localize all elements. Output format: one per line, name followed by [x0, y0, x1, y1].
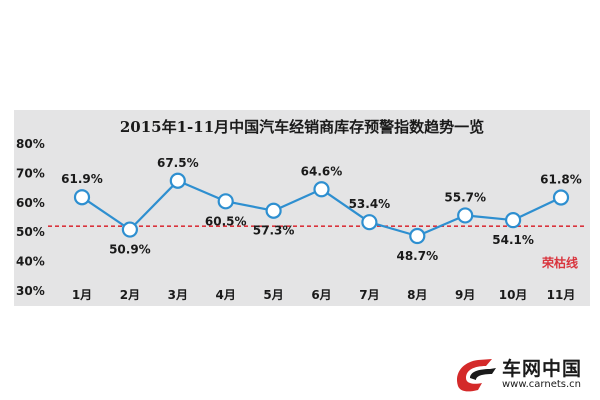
data-label: 55.7% [444, 190, 486, 204]
chart-panel [14, 110, 590, 306]
watermark-name: 车网中国 [502, 358, 583, 380]
data-point [361, 214, 378, 231]
data-label: 61.8% [540, 173, 582, 187]
x-tick-label: 8月 [407, 288, 427, 302]
data-point [457, 207, 474, 224]
y-tick-label: 30% [16, 284, 45, 298]
y-tick-label: 40% [16, 255, 45, 269]
x-tick-label: 11月 [547, 288, 576, 302]
data-label: 61.9% [61, 172, 103, 186]
y-tick-label: 70% [16, 166, 45, 180]
x-tick-label: 5月 [263, 288, 283, 302]
data-label: 60.5% [205, 214, 247, 228]
x-tick-label: 6月 [311, 288, 331, 302]
data-label: 53.4% [349, 197, 391, 211]
car-logo-icon [456, 359, 496, 392]
chart-title: 2015年1-11月中国汽车经销商库存预警指数趋势一览 [120, 118, 484, 136]
data-label: 50.9% [109, 243, 151, 257]
x-axis-ticks: 1月 2月 3月 4月 5月 6月 7月 8月 9月 10月 11月 [72, 288, 576, 302]
data-point [73, 189, 91, 206]
data-label: 57.3% [253, 224, 295, 238]
watermark-url: www.carnets.cn [502, 379, 581, 390]
x-tick-label: 10月 [499, 288, 528, 302]
data-point [169, 172, 186, 189]
y-tick-label: 60% [16, 196, 45, 210]
data-point [552, 189, 570, 206]
data-label: 67.5% [157, 156, 199, 170]
data-label: 48.7% [396, 249, 438, 263]
x-tick-label: 2月 [120, 288, 140, 302]
data-label: 64.6% [301, 164, 343, 178]
x-tick-label: 3月 [168, 288, 188, 302]
data-labels: 61.9% 50.9% 67.5% 60.5% 57.3% 64.6% 53.4% 48.7%… [61, 156, 582, 263]
series-layer [73, 172, 570, 245]
data-point [265, 202, 282, 219]
data-point [409, 227, 426, 245]
data-point [313, 181, 330, 198]
x-tick-label: 4月 [216, 288, 236, 302]
x-tick-label: 7月 [359, 288, 379, 302]
x-tick-label: 1月 [72, 288, 92, 302]
reference-line-label: 荣枯线 [541, 255, 578, 270]
y-tick-label: 80% [16, 137, 45, 151]
data-point [121, 221, 138, 238]
watermark-logo: 车网中国 www.carnets.cn [452, 354, 598, 396]
reference-layer: 荣枯线 [48, 225, 586, 270]
y-tick-label: 50% [16, 225, 45, 239]
data-label: 54.1% [492, 233, 534, 247]
data-point [217, 193, 234, 210]
x-tick-label: 9月 [455, 288, 475, 302]
data-point [504, 212, 522, 229]
y-axis-ticks: 80% 70% 60% 50% 40% 30% [16, 137, 45, 298]
